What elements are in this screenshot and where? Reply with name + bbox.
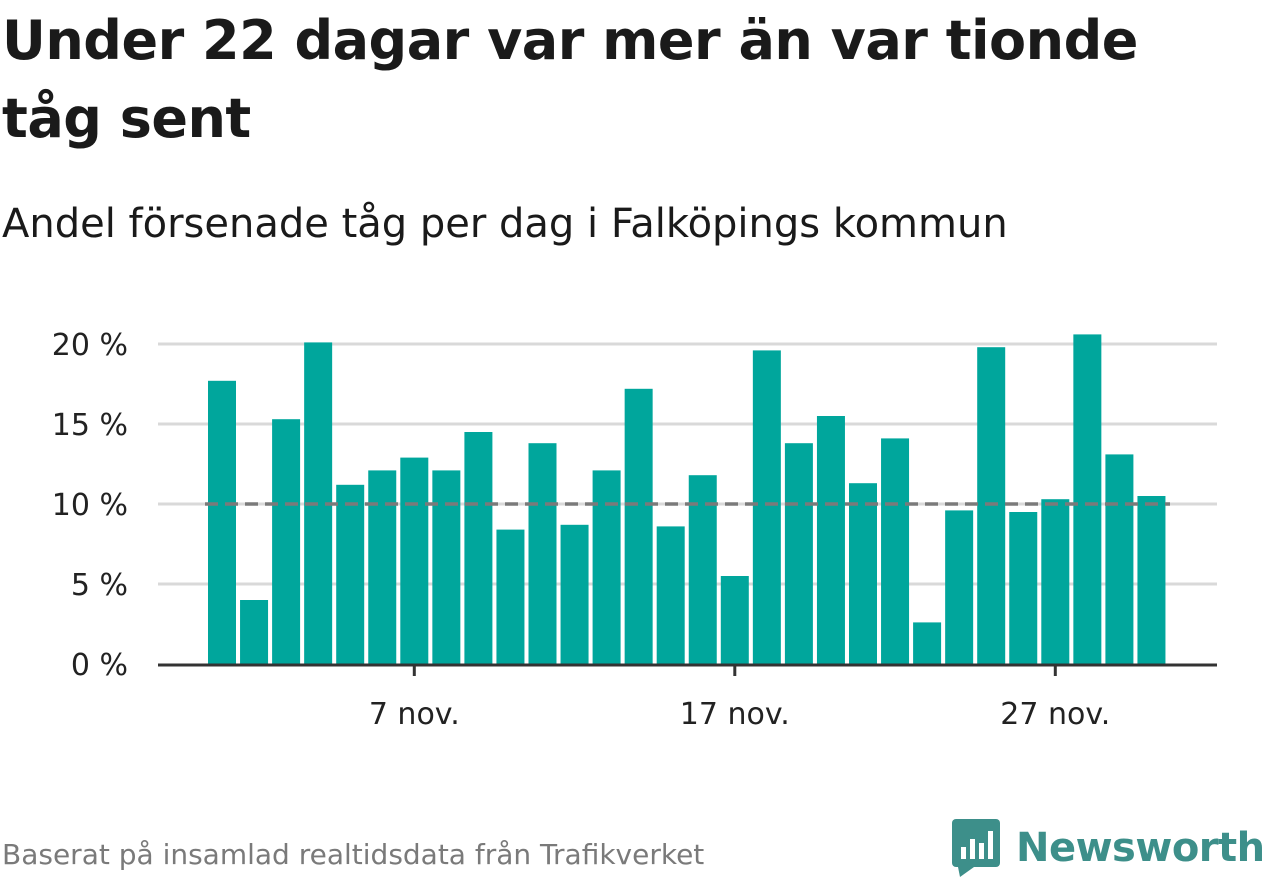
y-tick-label-20: 20 %	[52, 328, 128, 363]
bar-day-30	[1137, 496, 1166, 664]
y-tick-label-15: 15 %	[52, 408, 128, 443]
bar-day-28	[1073, 334, 1102, 664]
y-axis-tick-labels: 0 % 5 % 10 % 15 % 20 %	[52, 328, 128, 683]
y-tick-label-5: 5 %	[71, 568, 128, 603]
bar-day-5	[336, 484, 365, 664]
bar-day-17	[720, 576, 749, 664]
bar-day-2	[240, 600, 269, 664]
bar-day-10	[496, 529, 525, 664]
bar-day-19	[784, 443, 813, 664]
y-tick-label-10: 10 %	[52, 488, 128, 523]
bar-day-16	[688, 475, 717, 664]
bar-chart: 0 % 5 % 10 % 15 % 20 % 7 nov. 17 nov. 27 nov.	[52, 328, 1217, 732]
bar-day-21	[849, 483, 877, 664]
bar-day-1	[208, 380, 236, 664]
bar-day-6	[368, 470, 397, 664]
bar-day-18	[752, 350, 781, 664]
bar-day-15	[656, 526, 685, 664]
bar-day-22	[881, 438, 910, 664]
bar-day-12	[560, 524, 589, 664]
bar-day-20	[816, 416, 845, 664]
brand-name: Newsworthy	[1016, 825, 1262, 871]
bar-day-24	[945, 510, 974, 664]
newsworthy-logo-icon	[952, 819, 1000, 877]
bar-day-14	[624, 388, 653, 664]
bar-day-26	[1009, 512, 1038, 664]
bars	[208, 334, 1166, 664]
bar-day-3	[272, 419, 301, 664]
chart-subtitle: Andel försenade tåg per dag i Falköpings…	[2, 201, 1008, 247]
x-axis-ticks: 7 nov. 17 nov. 27 nov.	[369, 664, 1110, 732]
x-tick-label-7: 7 nov.	[369, 697, 460, 732]
chart-title: Under 22 dagar var mer än var tionde tåg…	[2, 9, 1138, 150]
bar-day-29	[1105, 454, 1134, 664]
source-note: Baserat på insamlad realtidsdata från Tr…	[2, 838, 705, 871]
bar-day-8	[432, 470, 461, 664]
y-tick-label-0: 0 %	[71, 648, 128, 683]
x-tick-label-27: 27 nov.	[1000, 697, 1110, 732]
bar-day-11	[528, 443, 557, 664]
bar-day-27	[1041, 499, 1070, 664]
bar-day-23	[913, 622, 942, 664]
bar-day-9	[464, 432, 493, 664]
bar-day-7	[400, 457, 429, 664]
newsworthy-logo: Newsworthy	[950, 817, 1262, 879]
bar-day-13	[592, 470, 621, 664]
x-tick-label-17: 17 nov.	[680, 697, 790, 732]
